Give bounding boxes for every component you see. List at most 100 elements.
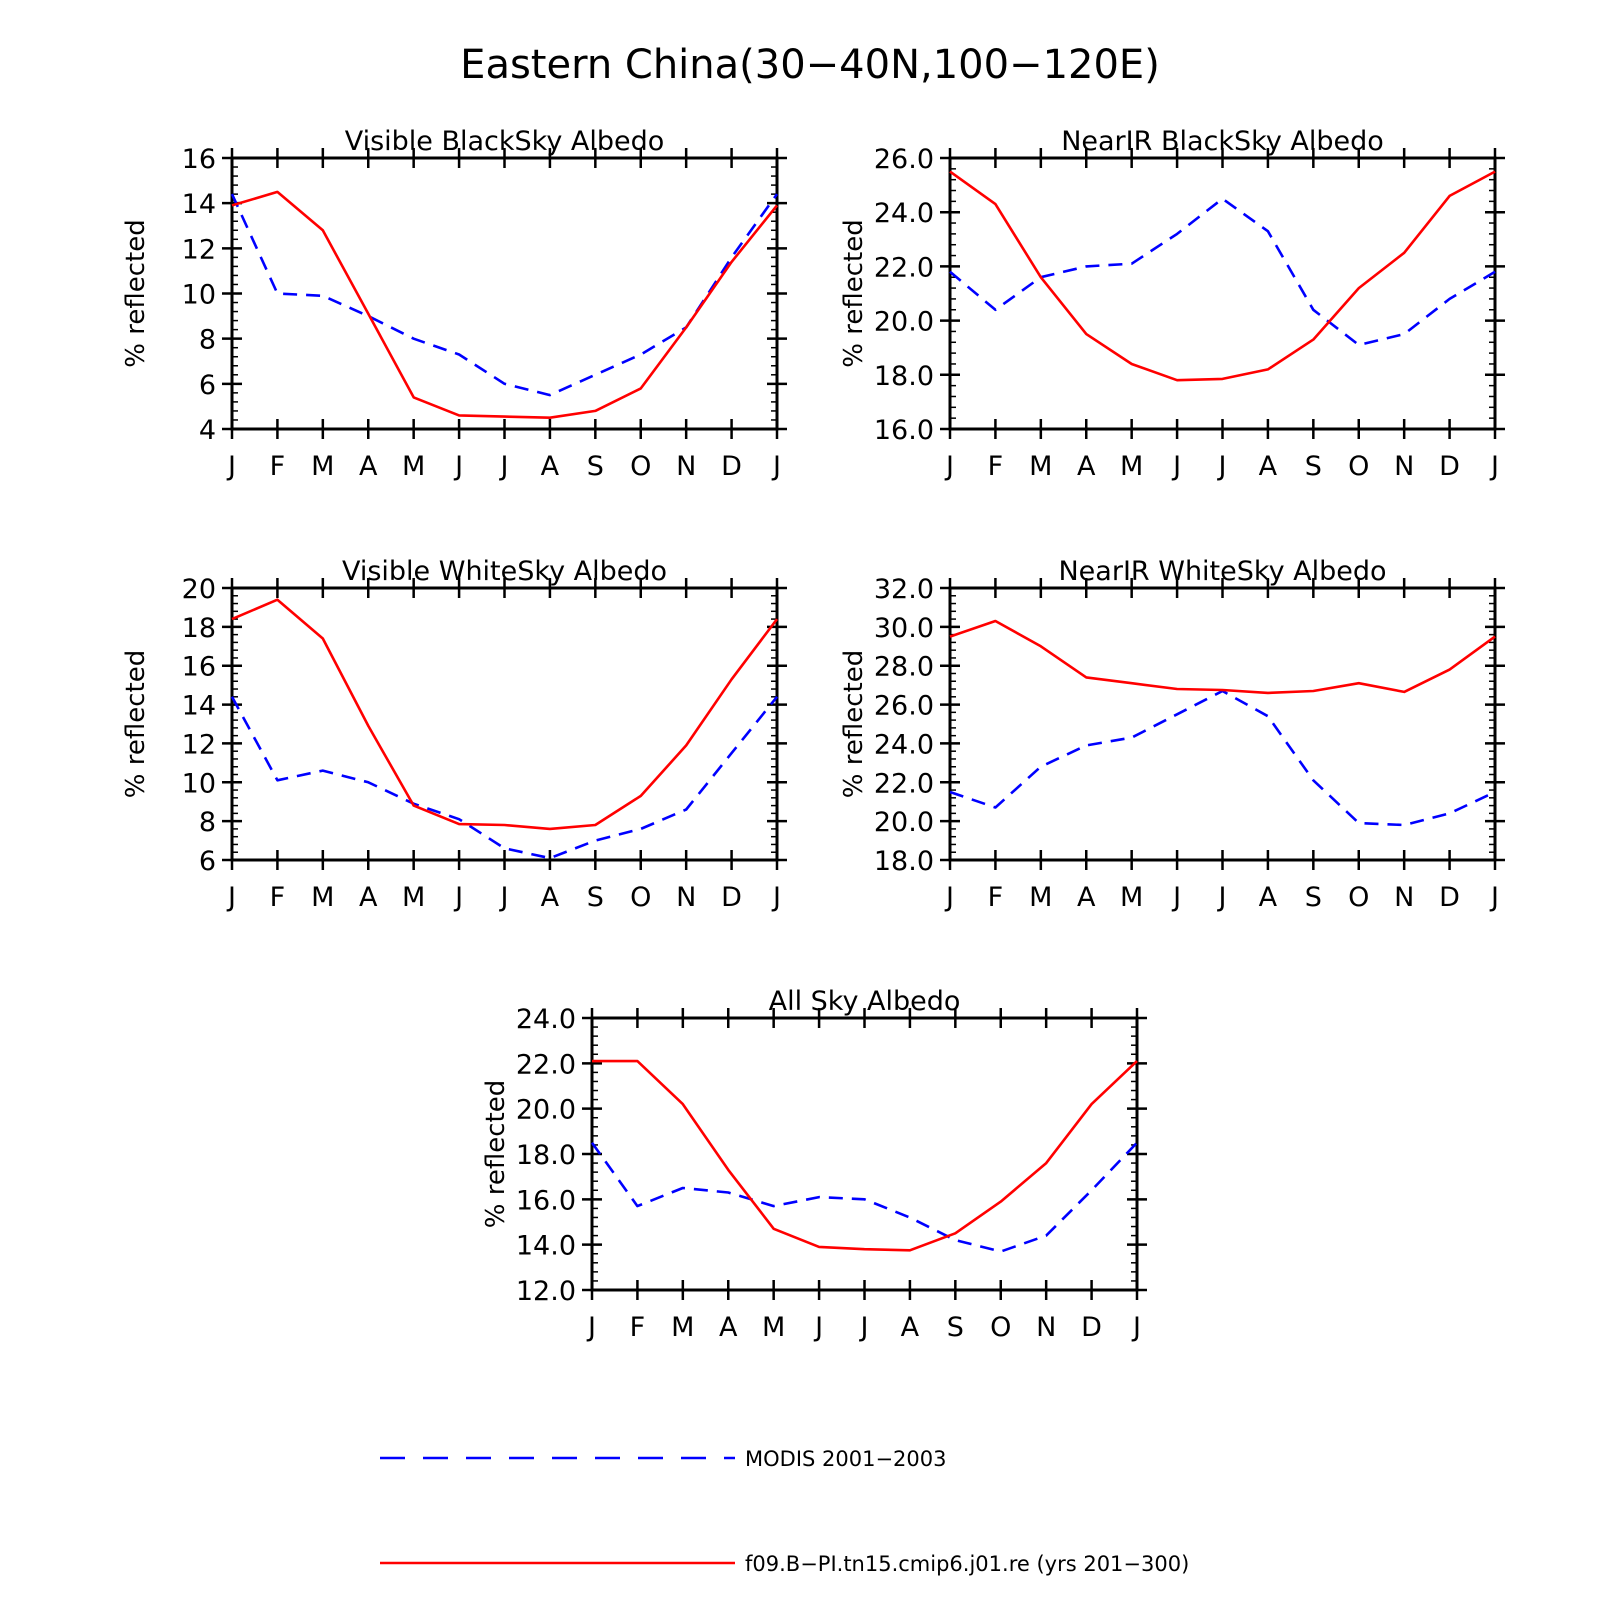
- y-tick-label: 6: [199, 846, 216, 877]
- y-tick-label: 8: [199, 807, 216, 838]
- x-tick-label: M: [402, 882, 425, 913]
- y-tick-label: 16: [182, 652, 216, 683]
- x-tick-label: J: [453, 451, 463, 482]
- y-tick-label: 30.0: [874, 613, 934, 644]
- x-tick-label: S: [1305, 882, 1322, 913]
- series-line-modis: [949, 689, 1496, 827]
- x-tick-label: M: [1120, 451, 1143, 482]
- y-tick-label: 26.0: [874, 691, 934, 722]
- y-tick-label: 22.0: [874, 768, 934, 799]
- y-tick-label: 8: [199, 325, 216, 356]
- plot-frame: [230, 586, 779, 862]
- y-tick-label: 16.0: [874, 415, 934, 446]
- y-tick-label: 12: [182, 729, 216, 760]
- x-tick-label: O: [1348, 882, 1369, 913]
- y-axis-label: % reflected: [839, 219, 869, 367]
- y-tick-label: 18: [182, 613, 216, 644]
- x-tick-label: S: [947, 1312, 964, 1343]
- series-line-modis: [949, 197, 1496, 347]
- x-tick-label: J: [499, 882, 509, 913]
- y-tick-label: 10: [182, 280, 216, 311]
- y-tick-label: 6: [199, 370, 216, 401]
- x-tick-label: F: [988, 882, 1004, 913]
- series-line-modis: [230, 695, 779, 860]
- x-tick-label: N: [1394, 882, 1414, 913]
- y-tick-label: 12.0: [516, 1276, 576, 1307]
- y-tick-label: 22.0: [516, 1049, 576, 1080]
- y-tick-label: 24.0: [516, 1004, 576, 1035]
- x-tick-label: J: [771, 451, 781, 482]
- x-tick-label: J: [586, 1312, 596, 1343]
- x-tick-label: J: [1217, 451, 1227, 482]
- y-tick-label: 16: [182, 144, 216, 175]
- x-tick-label: M: [1029, 451, 1052, 482]
- x-tick-label: M: [402, 451, 425, 482]
- figure-title: Eastern China(30−40N,100−120E): [460, 42, 1160, 88]
- y-tick-label: 28.0: [874, 652, 934, 683]
- x-tick-label: M: [311, 451, 334, 482]
- x-tick-label: J: [453, 882, 463, 913]
- x-tick-label: O: [1348, 451, 1369, 482]
- x-tick-label: J: [859, 1312, 869, 1343]
- x-tick-label: M: [671, 1312, 694, 1343]
- plot-frame: [948, 156, 1497, 431]
- x-tick-label: J: [1171, 451, 1181, 482]
- x-tick-label: A: [719, 1312, 738, 1343]
- legend-label-model: f09.B−PI.tn15.cmip6.j01.re (yrs 201−300): [745, 1552, 1189, 1576]
- x-tick-label: D: [1081, 1312, 1102, 1343]
- x-tick-label: F: [270, 882, 286, 913]
- y-tick-label: 24.0: [874, 729, 934, 760]
- x-tick-label: M: [762, 1312, 785, 1343]
- y-axis-label: % reflected: [121, 650, 151, 798]
- x-tick-label: N: [1394, 451, 1414, 482]
- x-tick-label: J: [944, 451, 954, 482]
- y-tick-label: 18.0: [516, 1140, 576, 1171]
- plot-frame: [230, 156, 779, 431]
- y-tick-label: 32.0: [874, 574, 934, 605]
- x-tick-label: F: [630, 1312, 646, 1343]
- x-tick-label: D: [1439, 451, 1460, 482]
- series-line-modis: [590, 1141, 1138, 1253]
- x-tick-label: A: [901, 1312, 920, 1343]
- legend-label-modis: MODIS 2001−2003: [745, 1447, 947, 1471]
- x-tick-label: M: [1029, 882, 1052, 913]
- y-tick-label: 14: [182, 691, 216, 722]
- x-tick-label: A: [1259, 451, 1278, 482]
- x-tick-label: J: [499, 451, 509, 482]
- legend: MODIS 2001−2003 f09.B−PI.tn15.cmip6.j01.…: [380, 1447, 1189, 1576]
- y-tick-label: 20.0: [874, 307, 934, 338]
- x-tick-label: O: [630, 882, 651, 913]
- series-line-model: [231, 598, 779, 831]
- x-tick-label: A: [1077, 451, 1096, 482]
- x-tick-label: J: [226, 882, 236, 913]
- y-tick-label: 22.0: [874, 252, 934, 283]
- y-tick-label: 26.0: [874, 144, 934, 175]
- x-tick-label: J: [1489, 451, 1499, 482]
- x-tick-label: S: [587, 882, 604, 913]
- y-axis-label: % reflected: [481, 1080, 511, 1228]
- x-tick-label: N: [676, 451, 696, 482]
- y-tick-label: 20.0: [516, 1095, 576, 1126]
- x-tick-label: M: [1120, 882, 1143, 913]
- x-tick-label: S: [587, 451, 604, 482]
- x-tick-label: A: [541, 451, 560, 482]
- x-tick-label: J: [1217, 882, 1227, 913]
- x-tick-label: M: [311, 882, 334, 913]
- x-tick-label: J: [771, 882, 781, 913]
- y-tick-label: 14.0: [516, 1231, 576, 1262]
- x-tick-label: D: [721, 882, 742, 913]
- plot-frame: [948, 586, 1497, 862]
- y-tick-label: 18.0: [874, 361, 934, 392]
- x-tick-label: D: [721, 451, 742, 482]
- x-tick-label: S: [1305, 451, 1322, 482]
- y-tick-label: 24.0: [874, 198, 934, 229]
- series-line-model: [949, 170, 1496, 382]
- x-tick-label: J: [226, 451, 236, 482]
- series-line-model: [231, 190, 779, 420]
